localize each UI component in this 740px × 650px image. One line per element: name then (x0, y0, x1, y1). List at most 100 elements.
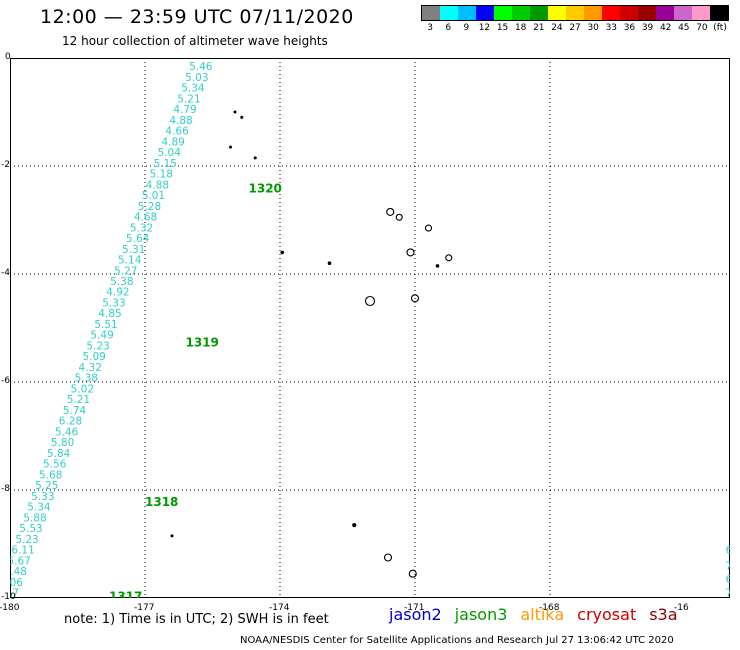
x-tick-label: -16 (674, 603, 689, 613)
wave-height-value: 5.27 (114, 265, 137, 277)
wave-height-value: 6.17 (10, 588, 19, 598)
satellite-s3a: s3a (649, 605, 678, 624)
legend-swatches (421, 5, 729, 21)
satellite-jason3: jason3 (454, 605, 508, 624)
legend-tick: 70 (696, 23, 708, 33)
map-title: 12:00 — 23:59 UTC 07/11/2020 (40, 6, 354, 28)
wave-height-value: 5.33 (31, 491, 54, 503)
legend-tick: 45 (678, 23, 690, 33)
legend-swatch (692, 6, 710, 20)
satellite-altika: altika (520, 605, 565, 624)
wave-height-value: 5.15 (154, 158, 177, 170)
legend-tick: 36 (623, 23, 636, 33)
wave-height-value: 6. (726, 574, 731, 586)
wave-height-value: 5.32 (130, 222, 153, 234)
wave-height-value: 6 (726, 544, 731, 556)
wave-height-value: 5.51 (94, 319, 117, 331)
legend-swatch (620, 6, 638, 20)
wave-height-value: 5.01 (142, 190, 165, 202)
wave-height-value: 5.38 (110, 276, 133, 288)
island (233, 110, 237, 114)
island (364, 295, 376, 307)
map-subtitle: 12 hour collection of altimeter wave hei… (62, 34, 328, 48)
wave-height-value: 6.11 (11, 545, 34, 557)
legend-tick: 24 (551, 23, 563, 33)
wave-height-value: 5.04 (158, 147, 182, 159)
satellite-jason2: jason2 (389, 605, 442, 624)
legend-ticks: 3 6 9 12 15 18 21 24 27 30 33 36 39 42 45 70 (ft) (421, 23, 729, 33)
island (406, 248, 415, 257)
y-tick-label: -4 (1, 268, 10, 278)
legend-swatch (656, 6, 674, 20)
credit-line: NOAA/NESDIS Center for Satellite Applica… (240, 635, 674, 646)
wave-height-value: 5.18 (150, 169, 173, 181)
island (352, 523, 357, 528)
pass-time-label: 1317 (109, 589, 142, 598)
wave-height-value: 4.89 (161, 136, 184, 148)
wave-height-value: 4.92 (106, 287, 129, 299)
wave-height-value: 5.84 (47, 448, 71, 460)
wave-height-value: 4.88 (169, 115, 192, 127)
footnote: note: 1) Time is in UTC; 2) SWH is in fe… (64, 612, 329, 627)
wave-height-value: 5.53 (19, 523, 42, 535)
legend-tick: 3 (427, 23, 433, 33)
wave-height-value: 5.25 (35, 480, 58, 492)
wave-height-value: 5.64 (126, 233, 150, 245)
island (435, 264, 440, 268)
legend-tick: 12 (478, 23, 491, 33)
wave-height-value: 4.32 (79, 362, 102, 374)
pass-time-label: 1319 (186, 336, 219, 350)
island (424, 224, 433, 232)
wave-height-value: 7. (726, 588, 731, 598)
legend-swatch (440, 6, 458, 20)
wave-height-value: 5.46 (55, 426, 79, 438)
wave-height-value: 5.28 (138, 201, 161, 213)
island (383, 553, 393, 562)
wave-height-value: 4.88 (146, 179, 169, 191)
island (240, 115, 244, 119)
wave-height-value: 5.34 (181, 83, 205, 95)
island (408, 569, 417, 578)
island (445, 254, 453, 262)
legend-swatch (458, 6, 476, 20)
island (280, 250, 285, 255)
legend-swatch (674, 6, 692, 20)
legend-tick: 15 (496, 23, 509, 33)
wave-height-value: 5.23 (15, 534, 38, 546)
legend-swatch (602, 6, 620, 20)
wave-height-value: 5.68 (39, 469, 62, 481)
wave-height-value: 5.74 (63, 405, 87, 417)
legend-tick: 42 (659, 23, 672, 33)
legend-swatch (638, 6, 656, 20)
wave-height-value: 4.85 (98, 308, 121, 320)
legend-tick: 18 (514, 23, 527, 33)
wave-height-value: 4.66 (165, 126, 189, 138)
island (327, 261, 332, 265)
legend-tick: (ft) (713, 23, 727, 33)
pass-time-label: 1318 (145, 495, 178, 509)
island (395, 213, 403, 221)
wave-height-value: 5.23 (86, 340, 109, 352)
y-tick-label: -6 (1, 376, 10, 386)
x-tick-label: -174 (269, 603, 290, 613)
island (410, 294, 420, 303)
satellite-legend: jason2 jason3 altika cryosat s3a (389, 605, 678, 624)
wave-height-value: 5.34 (27, 502, 51, 514)
wave-height-value: 5.38 (75, 373, 98, 385)
wave-height-value: 5.49 (90, 330, 113, 342)
legend-swatch (548, 6, 566, 20)
wave-height-value: 5.88 (23, 512, 46, 524)
wave-height-value: 6.48 (10, 566, 27, 578)
x-tick-label: -180 (0, 603, 20, 613)
wave-height-value: 5.31 (122, 244, 145, 256)
island (170, 534, 174, 538)
wave-height-value: 7 (726, 561, 731, 573)
y-tick-label: -10 (1, 592, 16, 602)
legend-swatch (530, 6, 548, 20)
map-frame (10, 58, 730, 598)
legend-tick: 33 (605, 23, 618, 33)
legend-swatch (422, 6, 440, 20)
legend-swatch (584, 6, 602, 20)
wave-height-value: 6.06 (10, 577, 23, 589)
wave-height-value: 5.21 (67, 394, 90, 406)
